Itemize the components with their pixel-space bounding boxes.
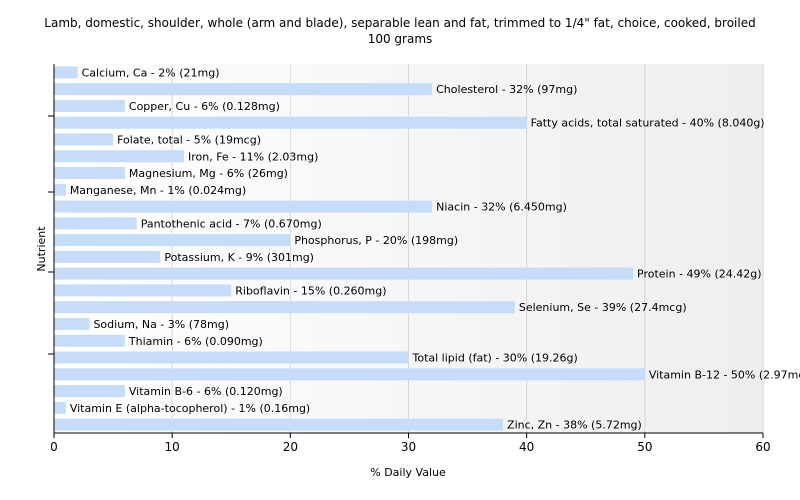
- bar: [54, 351, 409, 364]
- bar: [54, 317, 90, 330]
- bar: [54, 401, 66, 414]
- x-tick-label: 40: [519, 440, 534, 454]
- axes-group: 0 10 20 30 40 50 60: [48, 64, 771, 454]
- x-tick-label: 10: [165, 440, 180, 454]
- x-axis-title: % Daily Value: [370, 466, 446, 479]
- bar-label: Folate, total - 5% (19mcg): [117, 133, 261, 146]
- bar: [54, 418, 504, 431]
- bar-label: Selenium, Se - 39% (27.4mcg): [519, 301, 687, 314]
- bar: [54, 99, 125, 112]
- bar: [54, 83, 433, 96]
- bar-label: Riboflavin - 15% (0.260mg): [235, 284, 386, 297]
- bar: [54, 385, 125, 398]
- bar: [54, 200, 433, 213]
- bar-label: Manganese, Mn - 1% (0.024mg): [70, 184, 246, 197]
- bar: [54, 301, 515, 314]
- bar-label: Total lipid (fat) - 30% (19.26g): [412, 352, 578, 365]
- bar-label: Pantothenic acid - 7% (0.670mg): [141, 217, 322, 230]
- bar: [54, 250, 161, 263]
- bar: [54, 217, 137, 230]
- bar-label: Phosphorus, P - 20% (198mg): [294, 234, 458, 247]
- bar-label: Vitamin E (alpha-tocopherol) - 1% (0.16m…: [70, 402, 310, 415]
- bar: [54, 150, 184, 163]
- bar: [54, 167, 125, 180]
- bar-label: Protein - 49% (24.42g): [637, 268, 762, 281]
- bar-label: Magnesium, Mg - 6% (26mg): [129, 167, 288, 180]
- y-axis-title: Nutrient: [35, 226, 48, 272]
- x-tick-label: 0: [50, 440, 58, 454]
- bar-label: Sodium, Na - 3% (78mg): [93, 318, 229, 331]
- bar: [54, 234, 291, 247]
- bars-group: Calcium, Ca - 2% (21mg) Cholesterol - 32%…: [54, 66, 800, 432]
- bar: [54, 66, 78, 79]
- bar-label: Niacin - 32% (6.450mg): [436, 201, 567, 214]
- bar: [54, 368, 645, 381]
- bar: [54, 284, 232, 297]
- bar-label: Copper, Cu - 6% (0.128mg): [129, 100, 280, 113]
- bar: [54, 133, 114, 146]
- bar-label: Zinc, Zn - 38% (5.72mg): [507, 419, 642, 432]
- bar-label: Potassium, K - 9% (301mg): [164, 251, 314, 264]
- bar-label: Fatty acids, total saturated - 40% (8.04…: [531, 117, 765, 130]
- chart-title: Lamb, domestic, shoulder, whole (arm and…: [0, 15, 800, 47]
- bar: [54, 267, 634, 280]
- bar-label: Thiamin - 6% (0.090mg): [128, 335, 263, 348]
- chart-title-line-1: Lamb, domestic, shoulder, whole (arm and…: [44, 16, 756, 30]
- bar-label: Calcium, Ca - 2% (21mg): [82, 66, 220, 79]
- bar: [54, 116, 527, 129]
- bar: [54, 183, 66, 196]
- bar-label: Vitamin B-6 - 6% (0.120mg): [129, 385, 283, 398]
- bar-label: Vitamin B-12 - 50% (2.97mcg): [649, 368, 800, 381]
- chart-title-line-2: 100 grams: [367, 32, 433, 46]
- bar-label: Cholesterol - 32% (97mg): [436, 83, 577, 96]
- x-tick-label: 30: [401, 440, 416, 454]
- bar: [54, 334, 125, 347]
- x-tick-label: 20: [283, 440, 298, 454]
- x-tick-label: 50: [637, 440, 652, 454]
- bar-label: Iron, Fe - 11% (2.03mg): [188, 150, 318, 163]
- x-tick-label: 60: [755, 440, 770, 454]
